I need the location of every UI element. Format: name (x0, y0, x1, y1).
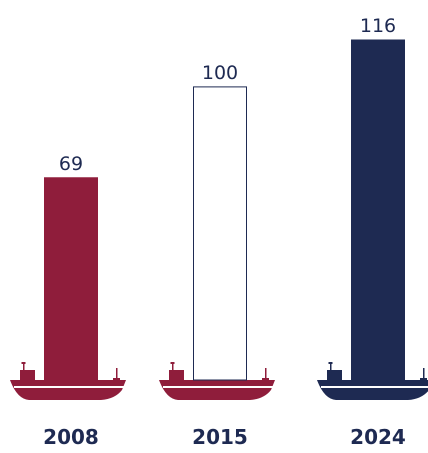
value-label-2024: 116 (360, 15, 396, 37)
cargo-ship-icon (317, 362, 428, 400)
cargo-ship-icon (10, 362, 126, 400)
value-label-2008: 69 (59, 153, 83, 175)
bar-2008 (44, 177, 98, 381)
ship-icons (10, 362, 428, 400)
bar-2015 (193, 86, 247, 381)
year-label-2024: 2024 (350, 425, 406, 449)
year-label-2008: 2008 (43, 425, 99, 449)
bar-2024 (351, 39, 405, 381)
year-labels: 2008 2015 2024 (43, 425, 406, 449)
cargo-ship-icon (159, 362, 275, 400)
value-label-2015: 100 (202, 62, 238, 84)
bars (44, 39, 405, 381)
value-labels: 69 100 116 (59, 15, 396, 175)
year-label-2015: 2015 (192, 425, 248, 449)
